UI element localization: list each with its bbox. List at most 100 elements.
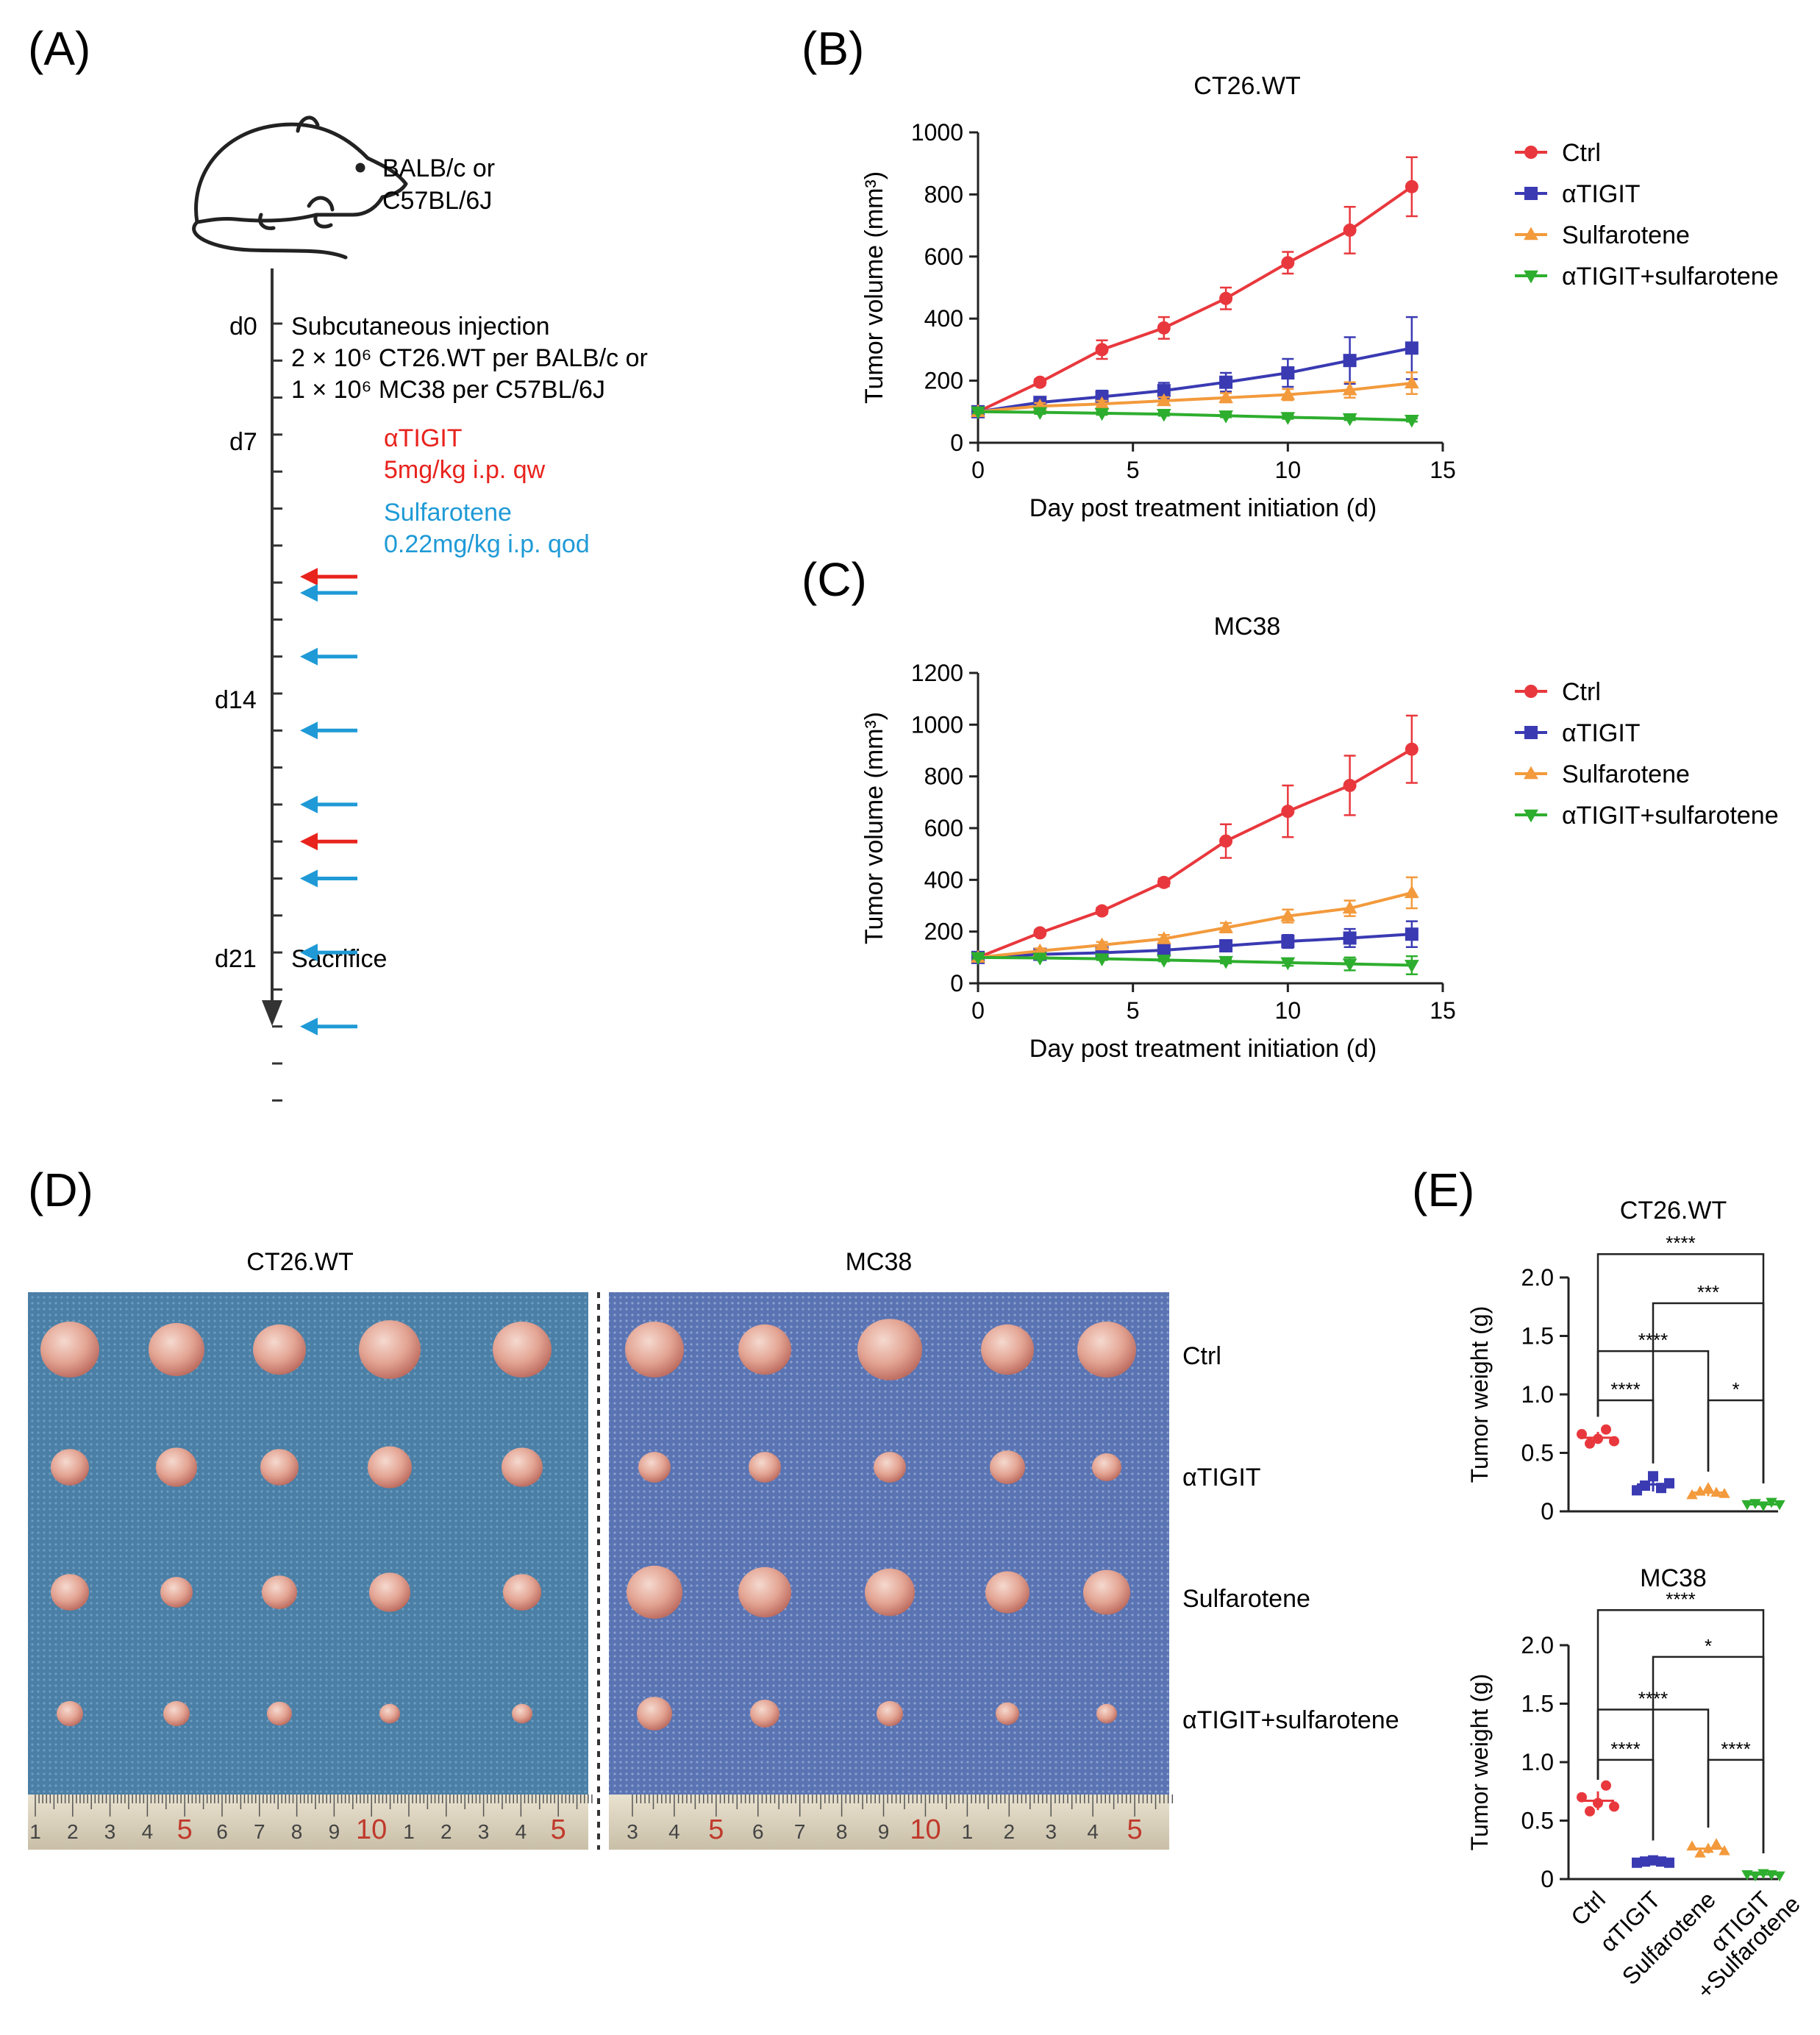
dose-arrows — [300, 568, 357, 1036]
data-point-sulfarotene — [1710, 1486, 1722, 1497]
legend-marker-atigit — [1524, 187, 1538, 200]
ruler-number: 3 — [478, 1820, 490, 1843]
x-tick-label: 5 — [1127, 997, 1140, 1024]
mc38-tumor — [996, 1702, 1019, 1725]
dose-arrow-head — [300, 568, 318, 586]
data-point-sulfarotene — [1404, 885, 1419, 899]
data-point-ctrl — [1593, 1433, 1603, 1444]
significance-label: * — [1732, 1378, 1739, 1400]
data-point-atigit — [1281, 935, 1295, 949]
data-point-atigit — [1648, 1855, 1658, 1866]
data-point-ctrl — [1343, 223, 1357, 237]
y-tick-label: 600 — [924, 243, 963, 270]
data-point-ctrl — [1405, 742, 1418, 756]
legend-marker-sulfarotene — [1524, 227, 1538, 240]
tumors — [40, 1319, 1136, 1731]
mc38-tumor — [749, 1452, 781, 1483]
chart-title: CT26.WT — [1620, 1197, 1727, 1225]
strain-line-1: BALB/c or — [382, 154, 495, 182]
data-point-atigit — [1632, 1485, 1642, 1496]
data-point-atigit — [1640, 1856, 1650, 1867]
chart-title: CT26.WT — [1193, 72, 1300, 100]
y-tick-label: 1.0 — [1521, 1381, 1554, 1408]
y-tick-label: 2.0 — [1521, 1632, 1554, 1658]
mc38-tumor — [738, 1324, 791, 1375]
series-line-ctrl — [977, 185, 1413, 413]
data-point-combo — [1218, 955, 1233, 969]
data-point-combo — [1156, 955, 1171, 968]
category-label: Ctrl — [1566, 1886, 1610, 1931]
dose-arrow-head — [300, 795, 318, 813]
ct26-tumor — [253, 1324, 306, 1375]
ct26-tumor — [51, 1574, 89, 1611]
y-tick-label: 400 — [924, 866, 963, 893]
data-point-ctrl — [1157, 321, 1171, 335]
data-point-combo — [971, 406, 985, 420]
data-point-ctrl — [1601, 1424, 1611, 1435]
y-tick-label: 0 — [950, 970, 963, 997]
ruler-marks: 1 2 3 4 5 6 7 8 9 10 1 2 3 4 5 3 4 5 6 7 8 9 10 1 2 3 4 5 — [29, 1795, 1174, 1845]
day-label-d7: d7 — [229, 428, 257, 456]
ruler-number: 4 — [668, 1820, 680, 1843]
dose-arrow-head — [300, 721, 318, 740]
x-tick-label: 0 — [971, 997, 985, 1024]
significance-label: **** — [1666, 1232, 1695, 1254]
data-point-combo — [1404, 414, 1419, 428]
mc38-tumor — [1083, 1569, 1130, 1615]
mc38-tumor — [1096, 1703, 1117, 1724]
row-label-atigit: αTIGIT — [1182, 1464, 1261, 1491]
y-tick-label: 2.0 — [1521, 1264, 1554, 1291]
panel-c-label: (C) — [802, 553, 867, 606]
y-tick-label: 1.5 — [1521, 1691, 1554, 1717]
chart-b: CT26.WT 0 5 10 15 0 200 400 600 800 1000 Day post t… — [860, 72, 1779, 522]
x-tick-label: 10 — [1275, 997, 1302, 1024]
data-point-atigit — [1405, 341, 1418, 355]
ct26-tumor — [262, 1575, 297, 1609]
legend-label-ctrl: Ctrl — [1562, 678, 1601, 706]
data-point-combo — [1342, 413, 1357, 427]
legend-label-ctrl: Ctrl — [1562, 139, 1601, 167]
mouse-icon — [192, 115, 408, 260]
panel-a: (A) BALB/c or C57BL/6J d0 d7 d14 d21 Sub… — [28, 22, 648, 1102]
x-tick-label: 15 — [1430, 457, 1456, 483]
ct26-tumor — [57, 1700, 83, 1727]
atigit-treatment-label: αTIGIT — [384, 424, 463, 452]
data-point-ctrl — [1609, 1801, 1619, 1812]
data-point-atigit — [1648, 1471, 1658, 1482]
panel-d-label: (D) — [28, 1163, 93, 1216]
ruler-number: 5 — [1127, 1814, 1143, 1845]
data-point-combo — [1280, 957, 1296, 971]
series-line-atigit — [977, 346, 1413, 413]
y-tick-label: 200 — [924, 919, 963, 945]
data-point-combo — [1032, 952, 1048, 966]
ruler-number: 5 — [708, 1814, 724, 1845]
legend-label-atigit: αTIGIT — [1562, 719, 1641, 747]
panel-d: (D) CT26.WT MC38 — [28, 1163, 1399, 1850]
data-point-atigit — [1281, 366, 1295, 380]
data-point-sulfarotene — [1694, 1485, 1706, 1496]
ruler-number: 5 — [177, 1814, 193, 1845]
panel-a-label: (A) — [28, 22, 90, 75]
mc38-tumor — [874, 1452, 906, 1483]
dose-arrow-head — [300, 1017, 318, 1036]
data-point-sulfarotene — [1156, 393, 1171, 407]
y-axis-label: Tumor weight (g) — [1466, 1674, 1493, 1851]
data-point-combo — [1741, 1870, 1753, 1881]
y-tick-label: 0.5 — [1521, 1440, 1554, 1466]
y-axis-label: Tumor volume (mm³) — [860, 171, 888, 404]
ct26-photo-title: CT26.WT — [246, 1248, 353, 1276]
ruler-number: 2 — [67, 1820, 79, 1843]
y-tick-label: 1200 — [911, 660, 963, 686]
data-point-combo — [1156, 408, 1171, 422]
day-label-d14: d14 — [215, 686, 257, 714]
significance-label: * — [1705, 1635, 1712, 1657]
y-tick-label: 800 — [924, 763, 963, 790]
data-point-atigit — [1343, 931, 1357, 945]
ruler-number: 5 — [551, 1814, 566, 1845]
ct26-tumor — [503, 1574, 541, 1611]
data-point-sulfarotene — [1719, 1845, 1730, 1856]
data-point-ctrl — [1593, 1797, 1603, 1808]
data-point-combo — [1741, 1500, 1753, 1511]
